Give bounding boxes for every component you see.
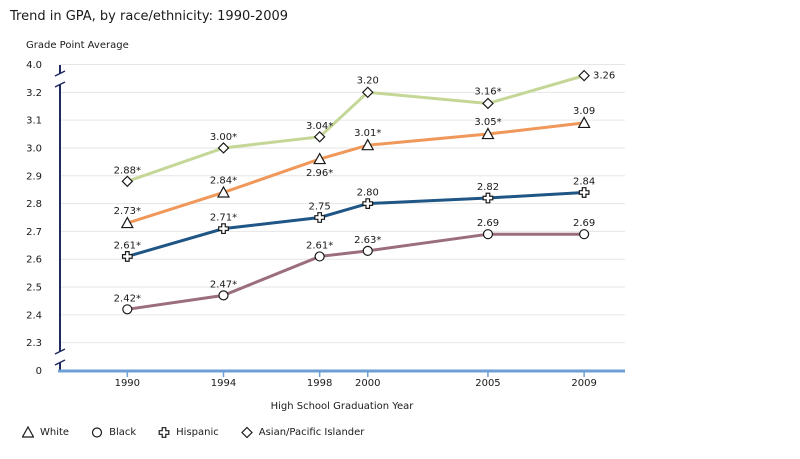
gridlines [60, 64, 625, 344]
data-point-black [218, 290, 229, 301]
data-label-black: 2.47* [210, 279, 237, 290]
axis-break-mark [54, 359, 66, 366]
legend-item-hispanic: Hispanic [158, 426, 219, 438]
data-point-white [216, 185, 231, 198]
legend-marker [240, 426, 253, 438]
data-label-hispanic: 2.80 [357, 188, 379, 199]
data-point-white [361, 138, 375, 151]
legend-item-black: Black [91, 426, 136, 438]
y-tick-label: 2.3 [26, 338, 42, 349]
data-point-white [577, 116, 591, 129]
data-point-asian-pacific-islander [578, 69, 590, 82]
series-layer [120, 69, 591, 315]
data-point-asian-pacific-islander [482, 97, 494, 110]
series-line-hispanic [126, 190, 585, 258]
y-tick-label: 2.4 [26, 310, 42, 321]
legend-marker [91, 427, 103, 438]
data-label-black: 2.42* [114, 293, 141, 304]
legend-label: Black [109, 426, 137, 438]
y-tick-label: 2.5 [26, 283, 42, 294]
data-label-white: 3.01* [354, 128, 381, 139]
y-tick-label: 2.7 [26, 227, 42, 238]
data-label-black: 2.69 [477, 218, 499, 229]
data-point-hispanic [218, 223, 229, 235]
y-tick-label: 0 [36, 366, 42, 377]
data-label-black: 2.61* [306, 240, 333, 251]
data-point-asian-pacific-islander [121, 175, 134, 188]
y-tick-label: 3.0 [26, 143, 42, 154]
axis-break-mark [54, 81, 66, 88]
data-label-hispanic: 2.61* [114, 240, 141, 251]
axes: 0 2.3 2.4 2.5 2.6 2.7 2.8 2.9 3.0 3.1 3.2 4.0 1990 19… [26, 60, 625, 389]
data-point-black [314, 251, 325, 262]
x-axis-label: High School Graduation Year [271, 401, 415, 412]
data-labels: 2.73* 2.84* 2.96* 3.01* 3.05* 3.09 2.42* 2.47* 2… [114, 71, 616, 305]
x-tick-label: 1998 [307, 378, 332, 389]
x-tick-label: 2009 [571, 378, 596, 389]
data-label-hispanic: 2.82 [477, 182, 499, 193]
data-label-asian-pacific-islander: 3.26 [593, 71, 615, 82]
data-label-asian-pacific-islander: 3.16* [474, 86, 501, 97]
x-tick-label: 2005 [475, 378, 500, 389]
legend-marker [22, 426, 34, 438]
x-tick-label: 1990 [115, 378, 140, 389]
diamond-icon [240, 426, 253, 438]
data-point-asian-pacific-islander [313, 130, 326, 143]
line-chart: 0 2.3 2.4 2.5 2.6 2.7 2.8 2.9 3.0 3.1 3.2 4.0 1990 19… [26, 40, 625, 412]
circle-icon [91, 427, 103, 438]
legend: White Black Hispanic Asian/Pacific Islander [22, 426, 364, 438]
data-label-black: 2.63* [354, 235, 381, 246]
y-tick-label: 4.0 [26, 60, 42, 71]
legend-label: Hispanic [176, 426, 219, 438]
data-label-white: 2.84* [210, 175, 237, 186]
y-tick-label: 2.9 [26, 171, 42, 182]
data-label-asian-pacific-islander: 2.88* [114, 165, 141, 176]
legend-marker [158, 427, 170, 438]
data-label-asian-pacific-islander: 3.20 [357, 75, 379, 86]
y-tick-label: 3.2 [26, 88, 42, 99]
data-label-white: 2.73* [114, 206, 141, 217]
triangle-icon [22, 426, 34, 438]
data-point-hispanic [578, 187, 590, 198]
x-tick-label: 1994 [211, 378, 236, 389]
data-point-black [362, 245, 373, 256]
data-label-hispanic: 2.75 [309, 202, 331, 213]
data-point-hispanic [362, 198, 374, 209]
legend-item-white: White [22, 426, 69, 438]
axis-break-mark [54, 348, 66, 355]
legend-item-asian-pacific-islander: Asian/Pacific Islander [240, 426, 365, 438]
series-line-black [127, 232, 585, 311]
chart-title: Trend in GPA, by race/ethnicity: 1990-20… [10, 9, 289, 24]
axis-break-mark [54, 70, 66, 77]
data-point-hispanic [314, 212, 326, 223]
data-point-black [122, 304, 133, 315]
data-point-white [120, 216, 134, 229]
data-label-black: 2.69 [573, 218, 595, 229]
data-point-black [579, 229, 590, 240]
series-line-asian-pacific-islander [126, 74, 585, 183]
data-label-white: 2.96* [306, 168, 333, 179]
data-label-white: 3.05* [474, 117, 501, 128]
data-label-asian-pacific-islander: 3.04* [306, 121, 333, 132]
data-label-white: 3.09 [573, 106, 595, 117]
x-tick-label: 2000 [355, 378, 380, 389]
legend-label: White [40, 426, 70, 438]
y-tick-label: 2.6 [26, 255, 42, 266]
data-point-hispanic [121, 251, 133, 262]
series-line-white [126, 121, 585, 225]
data-label-hispanic: 2.84 [573, 176, 595, 187]
y-tick-label: 2.8 [26, 199, 42, 210]
legend-label: Asian/Pacific Islander [258, 426, 365, 438]
data-label-hispanic: 2.71* [210, 213, 237, 224]
data-point-asian-pacific-islander [361, 86, 374, 99]
data-point-black [482, 229, 494, 240]
data-point-asian-pacific-islander [217, 142, 230, 154]
data-point-white [313, 152, 327, 165]
cross-icon [158, 427, 170, 438]
data-point-white [481, 127, 495, 140]
data-point-hispanic [482, 192, 494, 204]
y-tick-label: 3.1 [26, 116, 42, 127]
data-label-asian-pacific-islander: 3.00* [210, 132, 237, 143]
y-axis-label: Grade Point Average [26, 40, 129, 51]
